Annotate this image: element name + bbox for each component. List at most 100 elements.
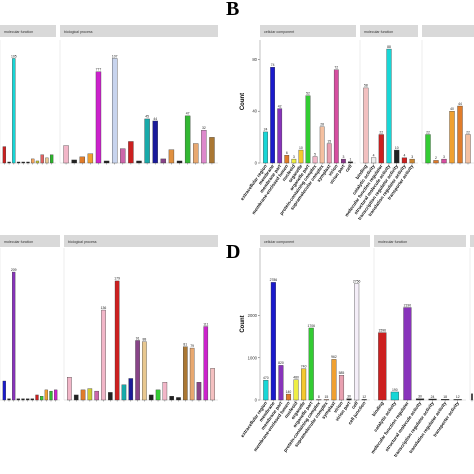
y-tick-label: 0	[255, 398, 258, 403]
facet-strip	[64, 235, 218, 247]
bar-value-label: 15	[327, 139, 331, 143]
bar	[80, 389, 86, 401]
bar-value-label: 28	[320, 123, 324, 127]
bar	[114, 280, 120, 401]
bar	[319, 126, 325, 164]
bar	[87, 388, 93, 401]
facet-3	[469, 235, 474, 402]
bar-value-label: 10	[299, 146, 303, 150]
bar-value-label: 47	[186, 112, 190, 116]
bar-value-label: 24	[264, 128, 268, 132]
bar	[378, 134, 384, 164]
facet-2: biological process 136 179 91 88 81 79 111	[63, 235, 218, 402]
facet-strip-label: biological process	[64, 30, 93, 34]
x-category-label: cell	[344, 164, 352, 173]
bar-value-label: 24	[431, 395, 435, 399]
facet-strip	[360, 25, 418, 37]
facet-strip	[0, 25, 56, 37]
bar	[341, 158, 346, 164]
bar-value-label: 105	[11, 54, 17, 58]
bar-value-label: 585	[339, 371, 345, 375]
bar-value-label: 58	[364, 84, 368, 88]
bar-value-label: 79	[190, 344, 194, 348]
bar-value-label: 22	[466, 130, 470, 134]
bar	[415, 398, 425, 401]
facet-strip-label: cellular component	[264, 240, 294, 244]
bar	[67, 377, 72, 401]
bar	[155, 389, 161, 401]
bar	[128, 378, 134, 401]
bar-value-label: 15	[324, 395, 328, 399]
bar	[94, 390, 99, 401]
bar-value-label: 2190	[404, 303, 412, 307]
bar-value-label: 6	[286, 151, 288, 155]
bar	[160, 158, 167, 164]
bar	[378, 332, 387, 401]
bar-value-label: 40	[450, 107, 454, 111]
bar	[49, 390, 53, 401]
bar	[35, 160, 40, 164]
bar	[433, 160, 439, 164]
bar-value-label: 962	[331, 355, 337, 359]
bar	[12, 58, 16, 164]
bar	[409, 158, 415, 164]
bar	[471, 393, 473, 401]
bar-value-label: 42	[278, 104, 282, 108]
panel-letter: B	[226, 0, 239, 20]
bar	[169, 396, 174, 401]
bar	[270, 282, 276, 401]
facet-strip	[374, 235, 466, 247]
bar-value-label: 4	[403, 154, 405, 158]
bar	[101, 309, 106, 401]
bar-value-label: 30	[418, 395, 422, 399]
bar	[111, 58, 118, 164]
bar	[371, 157, 377, 164]
bar	[263, 131, 268, 164]
facet-2: biological process 777 107 45 44 47 32	[59, 25, 218, 165]
facet-strip	[0, 235, 60, 247]
bar	[441, 399, 450, 401]
bar	[26, 398, 30, 401]
bar	[40, 154, 44, 164]
bar	[7, 161, 11, 164]
bar-value-label: 3	[293, 155, 295, 159]
bar-value-label: 74	[271, 63, 275, 67]
bar	[333, 69, 339, 164]
bar	[278, 365, 284, 401]
bar	[2, 380, 6, 401]
facet-2: molecular function1596binding190catalyti…	[370, 235, 466, 458]
bar	[30, 398, 34, 401]
bar-value-label: 81	[183, 343, 187, 347]
facet-strip-label: molecular function	[378, 240, 407, 244]
bar	[176, 160, 183, 164]
facet-strip-label: molecular function	[4, 30, 33, 34]
bar	[26, 161, 30, 164]
bar	[40, 396, 44, 401]
bar-value-label: 4	[373, 154, 375, 158]
bar	[196, 382, 202, 401]
bar	[21, 161, 25, 164]
bar-value-label: 52	[306, 91, 310, 95]
x-category-label: cell	[350, 401, 358, 410]
bar-value-label: 91	[136, 336, 140, 340]
bar-value-label: 1596	[379, 328, 387, 332]
bar	[168, 149, 175, 164]
bar-value-label: 3	[443, 155, 445, 159]
bar	[95, 71, 102, 164]
bar-value-label: 209	[11, 268, 17, 272]
bar	[293, 379, 299, 401]
bar	[54, 389, 58, 401]
y-axis-title: Count	[240, 93, 246, 110]
bar	[152, 120, 158, 164]
facet-strip	[422, 25, 474, 37]
y-tick-label: 2000	[248, 313, 258, 318]
bar-value-label: 88	[387, 45, 391, 49]
bar	[386, 48, 392, 164]
bar	[103, 160, 110, 164]
bar-value-label: 32	[202, 126, 206, 130]
bar	[35, 394, 39, 401]
bar	[401, 157, 407, 164]
